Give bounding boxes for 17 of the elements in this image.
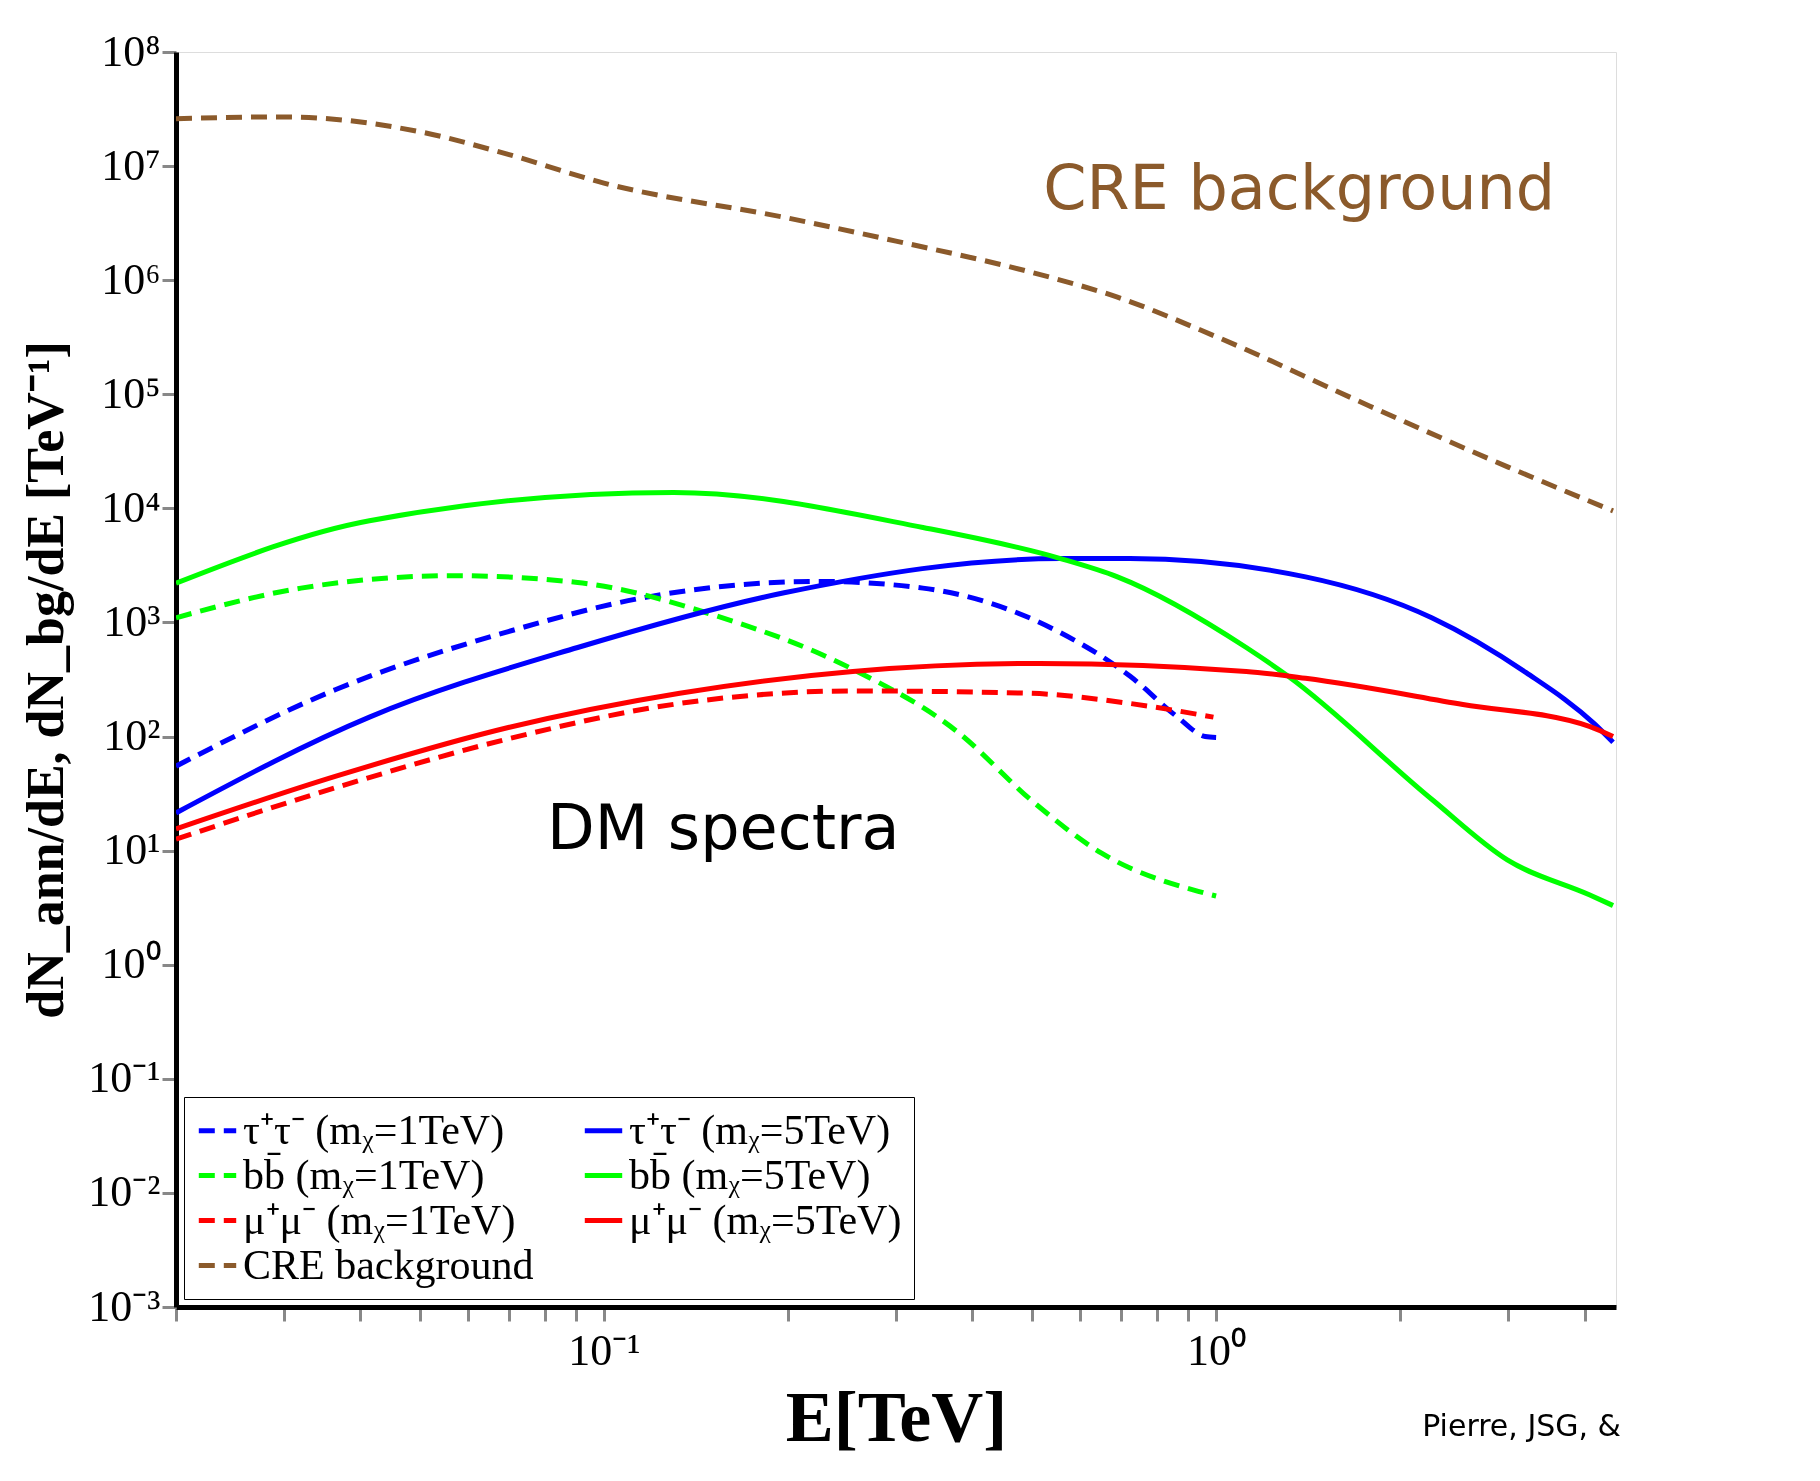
y-tick-label: 10⁻¹: [88, 1053, 161, 1103]
y-tick-label: 10⁷: [101, 140, 161, 190]
x-axis-title: E[TeV]: [785, 1376, 1008, 1457]
y-tick-label: 10²: [103, 711, 161, 761]
annotation: DM spectra: [546, 791, 900, 865]
y-tick-label: 10¹: [103, 825, 161, 875]
text: Pierre, JSG, &: [1422, 1408, 1621, 1443]
y-tick-label: 10⁻²: [88, 1167, 161, 1217]
y-tick-label: 10⁰: [101, 939, 161, 989]
y-tick-label: 10⁶: [101, 254, 161, 304]
y-axis-title: dN_ann/dE, dN_bg/dE [TeV⁻¹]: [17, 341, 75, 1019]
y-tick-label: 10⁴: [101, 482, 161, 532]
y-tick-label: 10³: [103, 596, 161, 646]
y-tick-label: 10⁸: [101, 26, 161, 76]
y-tick-label: 10⁻³: [88, 1281, 161, 1331]
y-tick-label: 10⁵: [101, 368, 161, 418]
annotation: CRE background: [1043, 151, 1556, 225]
